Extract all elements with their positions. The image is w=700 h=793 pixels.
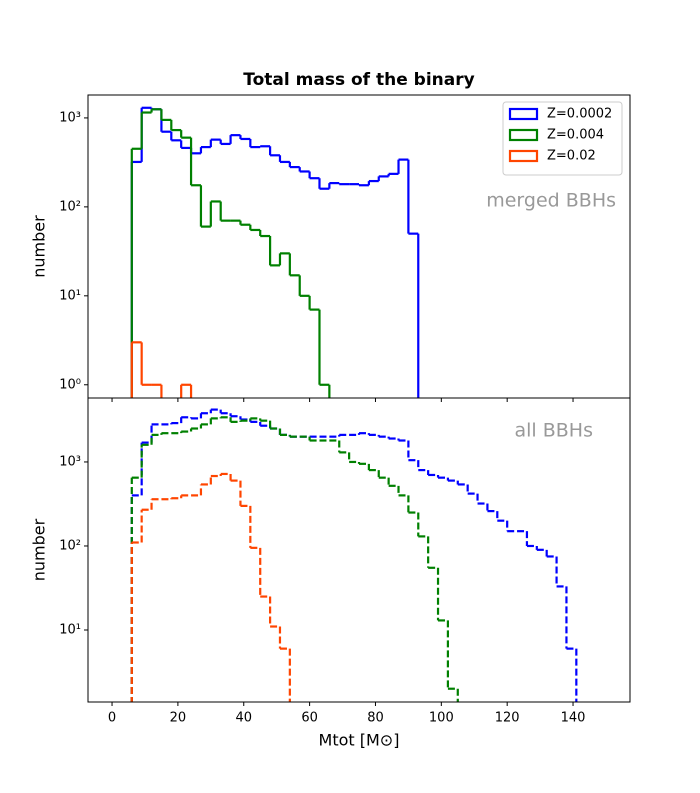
y-tick-label: 10¹ <box>59 622 81 637</box>
legend-swatch <box>508 149 539 163</box>
annotation: all BBHs <box>515 420 594 442</box>
x-axis-label: Mtot [M⊙] <box>319 731 400 750</box>
chart-title: Total mass of the binary <box>243 70 474 90</box>
legend-box <box>502 101 623 176</box>
x-tick-label: 140 <box>561 711 586 726</box>
x-tick-label: 20 <box>170 711 187 726</box>
x-tick-label: 100 <box>429 711 454 726</box>
histogram-riser <box>130 473 291 702</box>
histogram-riser <box>130 409 578 702</box>
legend-label: Z=0.02 <box>547 149 596 164</box>
x-tick-label: 0 <box>108 711 116 726</box>
histogram-riser <box>130 342 193 398</box>
x-tick-label: 60 <box>301 711 318 726</box>
y-tick-label: 10⁰ <box>59 377 81 392</box>
y-tick-label: 10¹ <box>59 288 81 303</box>
y-axis-label: number <box>30 215 49 278</box>
y-tick-label: 10³ <box>59 110 81 125</box>
y-tick-label: 10² <box>59 199 81 214</box>
y-axis-label: number <box>30 518 49 581</box>
x-tick-label: 120 <box>495 711 520 726</box>
histogram-riser <box>130 417 459 702</box>
y-tick-label: 10² <box>59 538 81 553</box>
x-tick-label: 40 <box>235 711 252 726</box>
x-tick-label: 80 <box>367 711 384 726</box>
axes-frame <box>87 397 631 703</box>
legend-label: Z=0.004 <box>547 128 604 143</box>
legend-swatch <box>508 128 539 142</box>
plot-area <box>130 408 578 702</box>
y-tick-label: 10³ <box>59 454 81 469</box>
legend-label: Z=0.0002 <box>547 107 612 122</box>
plot-area <box>130 106 420 398</box>
legend-swatch <box>508 107 539 121</box>
annotation: merged BBHs <box>486 190 616 212</box>
